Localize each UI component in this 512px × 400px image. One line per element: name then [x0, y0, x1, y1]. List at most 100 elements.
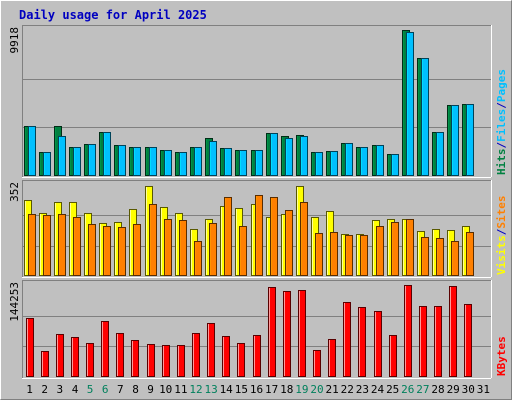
bar-sites-day-23 [360, 235, 368, 276]
bar-kbytes-day-13 [207, 323, 215, 377]
bar-sites-day-19 [300, 202, 308, 276]
day-label-2: 2 [41, 383, 48, 396]
bar-files-day-15 [239, 150, 247, 176]
day-label-1: 1 [26, 383, 33, 396]
bar-kbytes-day-17 [268, 287, 276, 377]
bar-kbytes-day-2 [41, 351, 49, 377]
day-label-29: 29 [447, 383, 460, 396]
day-label-15: 15 [235, 383, 248, 396]
day-label-9: 9 [147, 383, 154, 396]
bar-kbytes-day-19 [298, 290, 306, 377]
bar-kbytes-day-30 [464, 304, 472, 377]
bar-sites-day-9 [149, 204, 157, 276]
bar-sites-day-21 [330, 232, 338, 276]
bar-kbytes-day-6 [101, 321, 109, 377]
day-label-23: 23 [356, 383, 369, 396]
bar-files-day-28 [436, 132, 444, 176]
bar-sites-day-27 [421, 237, 429, 276]
bar-sites-day-4 [73, 217, 81, 276]
bar-sites-day-7 [118, 227, 126, 276]
day-label-22: 22 [341, 383, 354, 396]
bar-sites-day-29 [451, 241, 459, 276]
bar-files-day-10 [164, 150, 172, 176]
day-label-25: 25 [386, 383, 399, 396]
bar-files-day-20 [315, 152, 323, 176]
bar-kbytes-day-20 [313, 350, 321, 377]
bar-kbytes-day-8 [131, 340, 139, 377]
bar-sites-day-12 [194, 241, 202, 276]
bar-files-day-21 [330, 151, 338, 176]
bar-kbytes-day-26 [404, 285, 412, 377]
bar-files-day-13 [209, 141, 217, 176]
bar-files-day-17 [270, 133, 278, 176]
bar-files-day-24 [376, 145, 384, 176]
bar-sites-day-2 [43, 215, 51, 276]
bar-kbytes-day-23 [358, 307, 366, 377]
bar-kbytes-day-1 [26, 318, 34, 377]
bar-sites-day-20 [315, 233, 323, 276]
day-label-27: 27 [416, 383, 429, 396]
bar-sites-day-11 [179, 220, 187, 276]
bar-files-day-23 [360, 147, 368, 176]
bar-files-day-14 [224, 148, 232, 176]
axis-label-visits_sites: Visits/Sites [495, 196, 508, 276]
day-label-8: 8 [132, 383, 139, 396]
bar-sites-day-8 [133, 224, 141, 276]
bar-files-day-11 [179, 152, 187, 176]
bar-kbytes-day-21 [328, 339, 336, 377]
ymax-label-visits_sites: 352 [8, 182, 21, 202]
ymax-label-hits_files: 9918 [8, 27, 21, 54]
bar-kbytes-day-15 [237, 343, 245, 377]
bar-sites-day-3 [58, 214, 66, 276]
day-label-7: 7 [117, 383, 124, 396]
bar-sites-day-1 [28, 214, 36, 276]
bar-sites-day-15 [239, 226, 247, 276]
bar-sites-day-25 [391, 222, 399, 276]
day-label-18: 18 [280, 383, 293, 396]
day-label-20: 20 [310, 383, 323, 396]
bar-sites-day-14 [224, 197, 232, 276]
day-label-11: 11 [174, 383, 187, 396]
bar-files-day-6 [103, 132, 111, 176]
bar-sites-day-26 [406, 219, 414, 276]
chart-title: Daily usage for April 2025 [19, 8, 207, 22]
bar-kbytes-day-16 [253, 335, 261, 377]
day-label-14: 14 [220, 383, 234, 396]
day-label-24: 24 [371, 383, 385, 396]
bar-kbytes-day-22 [343, 302, 351, 377]
bar-sites-day-5 [88, 224, 96, 276]
bar-kbytes-day-28 [434, 306, 442, 377]
day-label-4: 4 [72, 383, 79, 396]
bar-files-day-4 [73, 147, 81, 176]
day-label-31: 31 [477, 383, 490, 396]
bar-files-day-30 [466, 104, 474, 176]
day-label-10: 10 [159, 383, 172, 396]
bar-kbytes-day-3 [56, 334, 64, 377]
day-label-17: 17 [265, 383, 278, 396]
day-label-12: 12 [189, 383, 202, 396]
bar-files-day-26 [406, 32, 414, 176]
bar-files-day-9 [149, 147, 157, 176]
day-label-13: 13 [204, 383, 217, 396]
day-label-3: 3 [56, 383, 63, 396]
bar-files-day-5 [88, 144, 96, 176]
day-label-6: 6 [102, 383, 109, 396]
bar-kbytes-day-9 [147, 344, 155, 377]
ymax-label-kbytes: 144253 [8, 282, 21, 322]
bar-kbytes-day-27 [419, 306, 427, 377]
panel-frame-visits_sites [22, 180, 492, 278]
day-label-5: 5 [87, 383, 94, 396]
panel-frame-kbytes [22, 280, 492, 379]
bar-files-day-3 [58, 136, 66, 176]
bar-kbytes-day-25 [389, 335, 397, 377]
day-label-28: 28 [431, 383, 444, 396]
bar-files-day-18 [285, 138, 293, 176]
panel-frame-hits_files [22, 25, 492, 178]
day-label-21: 21 [325, 383, 338, 396]
bar-files-day-27 [421, 58, 429, 176]
bar-kbytes-day-5 [86, 343, 94, 377]
day-label-26: 26 [401, 383, 414, 396]
bar-sites-day-30 [466, 232, 474, 276]
bar-sites-day-28 [436, 238, 444, 276]
